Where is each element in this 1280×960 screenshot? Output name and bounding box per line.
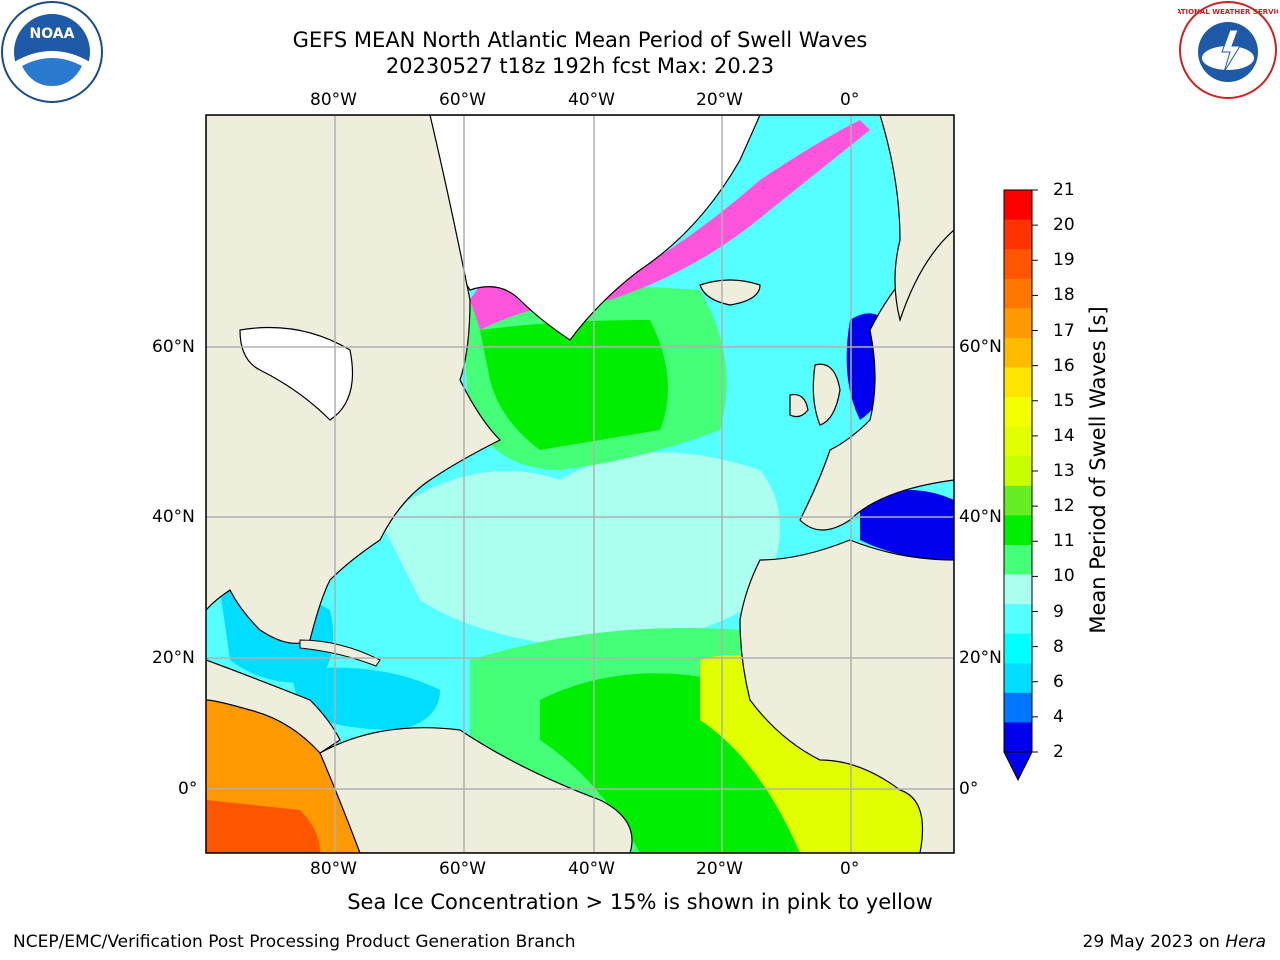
colorbar-extend-arrow: [1003, 751, 1033, 782]
colorbar-swatch: [1004, 574, 1032, 605]
lat-label-right: 0°: [959, 779, 979, 799]
lon-label-top: 80°W: [310, 90, 357, 110]
lon-label-bottom: 0°: [840, 859, 860, 879]
colorbar-swatch: [1004, 337, 1032, 368]
colorbar-swatch: [1004, 722, 1032, 753]
land-scandinavia: [879, 115, 954, 323]
nws-logo: NATIONAL WEATHER SERVICE: [1178, 1, 1278, 99]
land-central-america: [206, 659, 341, 754]
colorbar-swatch: [1004, 397, 1032, 428]
colorbar-swatch: [1004, 633, 1032, 664]
colorbar-tick-label: 18: [1053, 285, 1075, 306]
land-cuba: [299, 639, 381, 667]
land-ireland: [789, 393, 809, 418]
land-europe: [799, 229, 954, 531]
lat-label-left: 20°N: [152, 648, 195, 668]
noaa-logo-text: NOAA: [30, 26, 75, 42]
colorbar-swatch: [1004, 544, 1032, 576]
footer-date: 29 May 2023 on Hera: [1083, 932, 1267, 952]
lon-label-bottom: 80°W: [310, 859, 357, 879]
colorbar-label: Mean Period of Swell Waves [s]: [1086, 306, 1110, 634]
nws-logo-text: NATIONAL WEATHER SERVICE: [1178, 8, 1278, 16]
colorbar-swatch: [1004, 604, 1032, 635]
field-mediterranean: [860, 490, 954, 560]
field-pacific-warmer: [206, 800, 320, 853]
colorbar-swatch: [1004, 278, 1032, 309]
lon-label-bottom: 20°W: [696, 859, 743, 879]
colorbar-tick-label: 8: [1053, 636, 1064, 657]
colorbar-tick-label: 10: [1053, 566, 1075, 587]
lat-label-right: 40°N: [959, 507, 1002, 527]
colorbar-tick-label: 4: [1053, 706, 1064, 727]
footer-credit: NCEP/EMC/Verification Post Processing Pr…: [13, 932, 576, 952]
colorbar-swatch: [1004, 515, 1032, 546]
colorbar-swatch: [1004, 692, 1032, 723]
land-iceland: [699, 279, 761, 306]
colorbar-swatch: [1004, 663, 1032, 694]
field-north-core: [480, 320, 668, 450]
lat-label-left: 60°N: [152, 337, 195, 357]
colorbar-tick-label: 6: [1053, 671, 1064, 692]
chart-title: GEFS MEAN North Atlantic Mean Period of …: [292, 28, 868, 52]
map-panel: [206, 115, 954, 853]
colorbar-tick-label: 16: [1053, 355, 1075, 376]
lat-label-right: 20°N: [959, 648, 1002, 668]
lat-label-left: 40°N: [152, 507, 195, 527]
colorbar-tick-label: 11: [1053, 531, 1075, 552]
colorbar-tick-label: 15: [1053, 390, 1075, 411]
footer-machine: Hera: [1225, 932, 1266, 952]
lat-label-right: 60°N: [959, 337, 1002, 357]
colorbar-swatch: [1004, 190, 1032, 221]
colorbar-tick-label: 13: [1053, 461, 1075, 481]
lon-label-top: 0°: [840, 90, 860, 110]
colorbar: [1003, 189, 1038, 782]
colorbar-tick-label: 2: [1053, 742, 1064, 762]
colorbar-tick-label: 12: [1053, 496, 1075, 517]
lon-label-top: 40°W: [568, 90, 615, 110]
colorbar-tick-label: 17: [1053, 320, 1075, 341]
noaa-logo: NOAA: [1, 1, 103, 103]
colorbar-swatch: [1004, 219, 1032, 250]
map-frame: [205, 114, 955, 854]
colorbar-tick-label: 20: [1053, 215, 1075, 236]
lon-label-top: 60°W: [439, 90, 486, 110]
land-britain: [812, 363, 841, 426]
land-africa: [739, 539, 954, 853]
field-mid-ocean: [380, 452, 780, 650]
lon-label-bottom: 40°W: [568, 859, 615, 879]
lon-label-bottom: 60°W: [439, 859, 486, 879]
land-canada-ice: [239, 326, 354, 421]
lon-label-top: 20°W: [696, 90, 743, 110]
colorbar-swatch: [1004, 308, 1032, 339]
colorbar-swatch: [1004, 426, 1032, 457]
colorbar-swatch: [1004, 456, 1032, 487]
map-gridlines: [206, 115, 954, 853]
chart-subtitle: 20230527 t18z 192h fcst Max: 20.23: [385, 54, 775, 78]
colorbar-tick-label: 14: [1053, 425, 1075, 446]
colorbar-tick-label: 19: [1053, 250, 1075, 271]
lat-label-left: 0°: [178, 779, 198, 799]
field-caribbean: [290, 667, 440, 730]
land-north-america: [206, 115, 502, 644]
colorbar-tick-label: 9: [1053, 601, 1064, 622]
colorbar-swatch: [1004, 485, 1032, 516]
colorbar-swatch: [1004, 367, 1032, 398]
sea-ice-caption: Sea Ice Concentration > 15% is shown in …: [347, 890, 933, 914]
colorbar-tick-label: 21: [1053, 180, 1075, 200]
land-south-america: [319, 727, 633, 853]
colorbar-swatch: [1004, 249, 1032, 280]
footer-date-text: 29 May 2023 on: [1082, 932, 1226, 952]
